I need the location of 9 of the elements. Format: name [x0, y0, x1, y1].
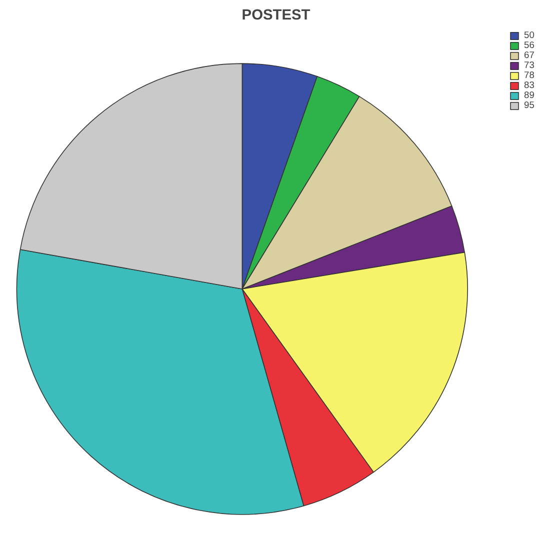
- legend-label: 50: [524, 30, 536, 40]
- chart-title: POSTEST: [242, 8, 310, 24]
- legend-label: 89: [524, 90, 536, 100]
- legend-label: 95: [524, 100, 536, 110]
- legend-label: 56: [524, 40, 536, 50]
- legend-label: 83: [524, 80, 536, 90]
- legend-label: 67: [524, 50, 536, 60]
- legend-label: 73: [524, 60, 536, 70]
- legend-label: 78: [524, 70, 536, 80]
